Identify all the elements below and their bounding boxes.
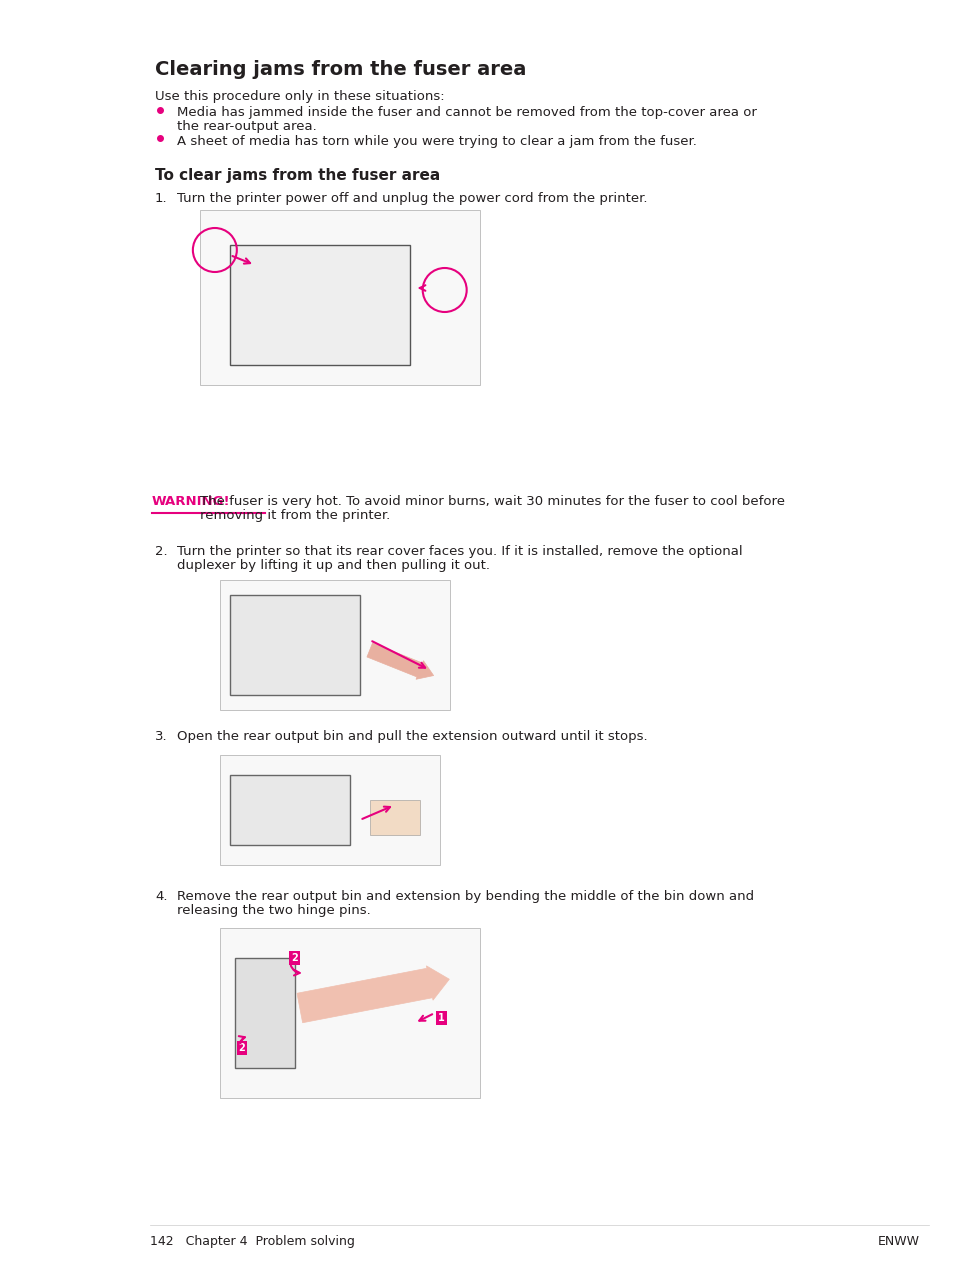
Text: 1.: 1. bbox=[154, 192, 168, 204]
Bar bbox=[219, 928, 479, 1099]
Text: Remove the rear output bin and extension by bending the middle of the bin down a: Remove the rear output bin and extension… bbox=[176, 890, 753, 903]
Text: releasing the two hinge pins.: releasing the two hinge pins. bbox=[176, 904, 371, 917]
Text: 2.: 2. bbox=[154, 545, 168, 558]
Text: Turn the printer power off and unplug the power cord from the printer.: Turn the printer power off and unplug th… bbox=[176, 192, 647, 204]
Text: ENWW: ENWW bbox=[877, 1234, 919, 1248]
Text: 4.: 4. bbox=[154, 890, 167, 903]
Text: A sheet of media has torn while you were trying to clear a jam from the fuser.: A sheet of media has torn while you were… bbox=[176, 135, 696, 149]
Bar bbox=[234, 958, 294, 1068]
Bar bbox=[230, 245, 409, 364]
Text: Media has jammed inside the fuser and cannot be removed from the top-cover area : Media has jammed inside the fuser and ca… bbox=[176, 105, 756, 119]
Text: To clear jams from the fuser area: To clear jams from the fuser area bbox=[154, 168, 439, 183]
Text: 1: 1 bbox=[437, 1013, 445, 1024]
Text: removing it from the printer.: removing it from the printer. bbox=[200, 509, 390, 522]
Bar bbox=[230, 596, 359, 695]
Text: duplexer by lifting it up and then pulling it out.: duplexer by lifting it up and then pulli… bbox=[176, 559, 490, 572]
Text: Clearing jams from the fuser area: Clearing jams from the fuser area bbox=[154, 60, 526, 79]
Bar bbox=[219, 580, 449, 710]
Text: The fuser is very hot. To avoid minor burns, wait 30 minutes for the fuser to co: The fuser is very hot. To avoid minor bu… bbox=[200, 495, 784, 508]
Text: 2: 2 bbox=[238, 1043, 245, 1053]
Text: Open the rear output bin and pull the extension outward until it stops.: Open the rear output bin and pull the ex… bbox=[176, 730, 647, 743]
Bar bbox=[200, 210, 479, 385]
Text: WARNING!: WARNING! bbox=[152, 495, 231, 508]
Text: 3.: 3. bbox=[154, 730, 168, 743]
Bar bbox=[219, 754, 439, 865]
Text: Turn the printer so that its rear cover faces you. If it is installed, remove th: Turn the printer so that its rear cover … bbox=[176, 545, 741, 558]
FancyArrow shape bbox=[367, 643, 434, 679]
FancyArrow shape bbox=[296, 965, 449, 1022]
Bar bbox=[370, 800, 419, 834]
Text: Use this procedure only in these situations:: Use this procedure only in these situati… bbox=[154, 90, 444, 103]
Text: 2: 2 bbox=[291, 952, 298, 963]
Bar bbox=[230, 775, 350, 845]
Text: 142   Chapter 4  Problem solving: 142 Chapter 4 Problem solving bbox=[150, 1234, 355, 1248]
Text: the rear-output area.: the rear-output area. bbox=[176, 119, 316, 133]
